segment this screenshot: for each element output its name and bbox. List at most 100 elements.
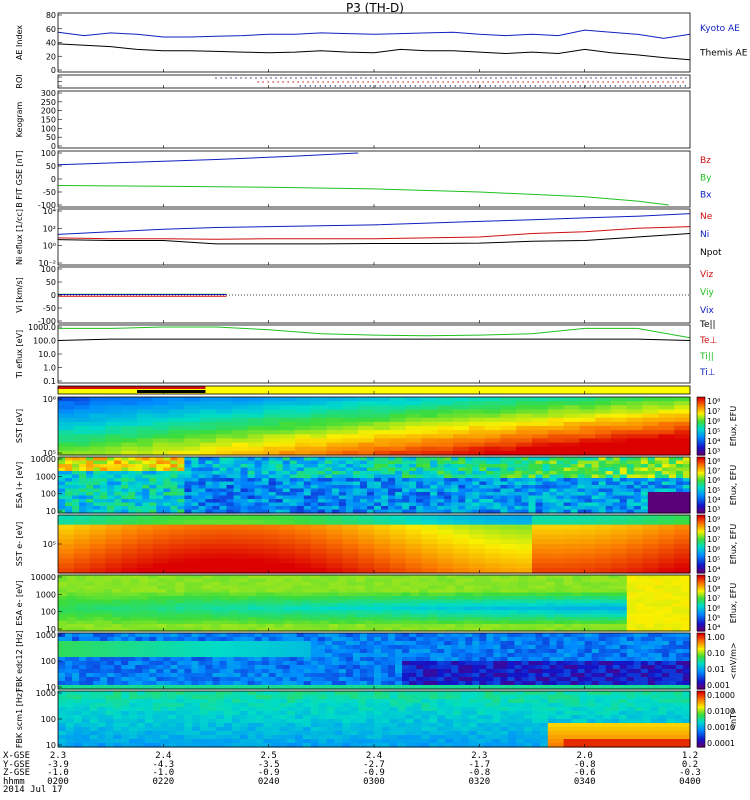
footer-value: 2.3 [49, 751, 67, 761]
legend-ni: Ni [700, 230, 709, 240]
y-tick-label: 10 [46, 683, 56, 692]
footer-row-label: Z-GSE [3, 768, 31, 779]
y-axis-label: SST e- [eV] [15, 522, 24, 567]
y-axis-label: ROI [15, 74, 24, 88]
series-kyoto-ae [57, 29, 691, 39]
y-tick-label: 10² [43, 224, 56, 233]
panel-frame-bfield [57, 150, 691, 208]
colorbar-tick: 10⁶ [707, 476, 720, 485]
footer-value: -0.3 [679, 768, 701, 779]
colorbar-tick: 0.10 [707, 649, 725, 658]
y-tick-label: 10⁵ [43, 540, 56, 549]
y-tick-label: -100 [38, 317, 56, 326]
y-tick-label: 1000 [36, 472, 56, 481]
series-te- [57, 338, 691, 341]
footer-value: 2.0 [576, 751, 593, 761]
y-tick-label: 1000 [36, 590, 56, 599]
colorbar-fbk_scm [697, 691, 705, 748]
y-tick-label: 0 [51, 175, 56, 184]
y-tick-label: 10⁴ [43, 207, 56, 216]
y-tick-label: 1000 [36, 689, 56, 698]
series-by [57, 185, 669, 206]
colorbar-tick: 10³ [707, 447, 720, 456]
colorbar-label: Eflux, EFU [729, 524, 738, 565]
mode-bar-yellow [58, 386, 690, 394]
colorbar-tick: 10⁷ [707, 594, 720, 603]
legend-viy: Viy [700, 288, 714, 298]
y-tick-label: 150 [41, 116, 56, 125]
footer-column: 1.2 0.2 -0.3 0400 [670, 752, 710, 786]
legend-npot: Npot [700, 248, 722, 258]
colorbar-tick: 10⁴ [707, 437, 720, 446]
colorbar-tick: 1.00 [707, 633, 725, 642]
footer-value: -4.3 [152, 759, 175, 770]
y-axis-label: B FIT GSE [nT] [15, 150, 24, 208]
y-tick-label: 1000.0 [28, 323, 56, 332]
footer-row-labels: X-GSE Y-GSE Z-GSE hhmm 2014 Jul 17 [3, 752, 63, 795]
y-tick-label: 100 [41, 608, 56, 617]
series-themis-ae [57, 43, 691, 61]
colorbar-tick: 10⁵ [707, 613, 720, 622]
colorbar-tick: 0.0001 [707, 739, 735, 748]
y-tick-label: 10 [46, 741, 56, 750]
y-axis-label: Keogram [15, 101, 24, 137]
y-tick-label: 100.0 [33, 337, 56, 346]
y-axis-label: Ni eflux [1/cc] [15, 209, 24, 265]
footer-value: 0220 [152, 776, 175, 787]
footer-value: -1.7 [468, 759, 491, 770]
footer-row-label: hhmm [3, 776, 25, 787]
colorbar-tick: 10⁸ [707, 585, 720, 594]
colorbar-label: Eflux, EFU [729, 465, 738, 506]
y-axis-label: Vi [km/s] [15, 277, 24, 313]
legend-ti-: Ti|| [699, 352, 714, 362]
footer-value: 0.2 [681, 759, 699, 770]
y-tick-label: 50 [46, 162, 56, 171]
footer-value: -3.5 [257, 759, 280, 770]
y-tick-label: 100 [41, 124, 56, 133]
colorbar-sst_elec [697, 515, 705, 574]
y-tick-label: -100 [38, 201, 56, 210]
legend-bz: Bz [700, 156, 711, 166]
y-tick-label: 10⁰ [43, 242, 56, 251]
y-axis-label: ESA e- [eV] [15, 580, 24, 625]
y-tick-label: 40 [46, 39, 56, 48]
footer-value: 0400 [679, 776, 701, 787]
y-axis-label: FBK scm1 [Hz] [15, 690, 24, 748]
y-tick-label: 0 [51, 291, 56, 300]
colorbar-tick: 10⁷ [707, 535, 720, 544]
colorbar-tick: 10⁵ [707, 486, 720, 495]
footer-column: 2.3 -1.7 -0.8 0320 [459, 752, 499, 786]
colorbar-label: <mV/m> [729, 642, 738, 679]
footer-value: 0320 [468, 776, 491, 787]
legend-ti-: Ti⊥ [699, 368, 716, 378]
y-tick-label: 100 [41, 149, 56, 158]
colorbar-tick: 0.0010 [707, 723, 735, 732]
colorbar-tick: 10⁴ [707, 565, 720, 574]
colorbar-tick: 10⁸ [707, 457, 720, 466]
colorbar-tick: 10⁸ [707, 525, 720, 534]
legend-vix: Vix [700, 306, 714, 316]
colorbar-label: Eflux, EFU [729, 406, 738, 447]
y-tick-label: 100 [41, 715, 56, 724]
heatmap-sst_ion [58, 397, 691, 456]
colorbar-tick: 10⁹ [707, 515, 720, 524]
roi-markers [215, 77, 687, 87]
y-tick-label: 100 [41, 657, 56, 666]
y-tick-label: 10⁻² [38, 259, 56, 268]
footer-value: 2.4 [155, 751, 172, 761]
footer-value: 2.3 [471, 751, 488, 761]
colorbar-label: Eflux, EFU [729, 583, 738, 624]
legend-bx: Bx [700, 191, 712, 201]
panel-frame-ae [57, 12, 691, 73]
y-tick-label: 100 [41, 490, 56, 499]
colorbar-tick: 0.0100 [707, 707, 735, 716]
colorbar-sst_ion [697, 397, 705, 456]
y-tick-label: 0.1 [43, 377, 56, 386]
colorbar-tick: 10⁷ [707, 407, 720, 416]
series-npot [57, 233, 691, 245]
mode-bar-red [58, 386, 206, 389]
y-tick-label: 80 [46, 11, 56, 20]
footer-column: 2.0 -0.8 -0.6 0340 [565, 752, 605, 786]
footer-value: 2.4 [365, 751, 383, 761]
